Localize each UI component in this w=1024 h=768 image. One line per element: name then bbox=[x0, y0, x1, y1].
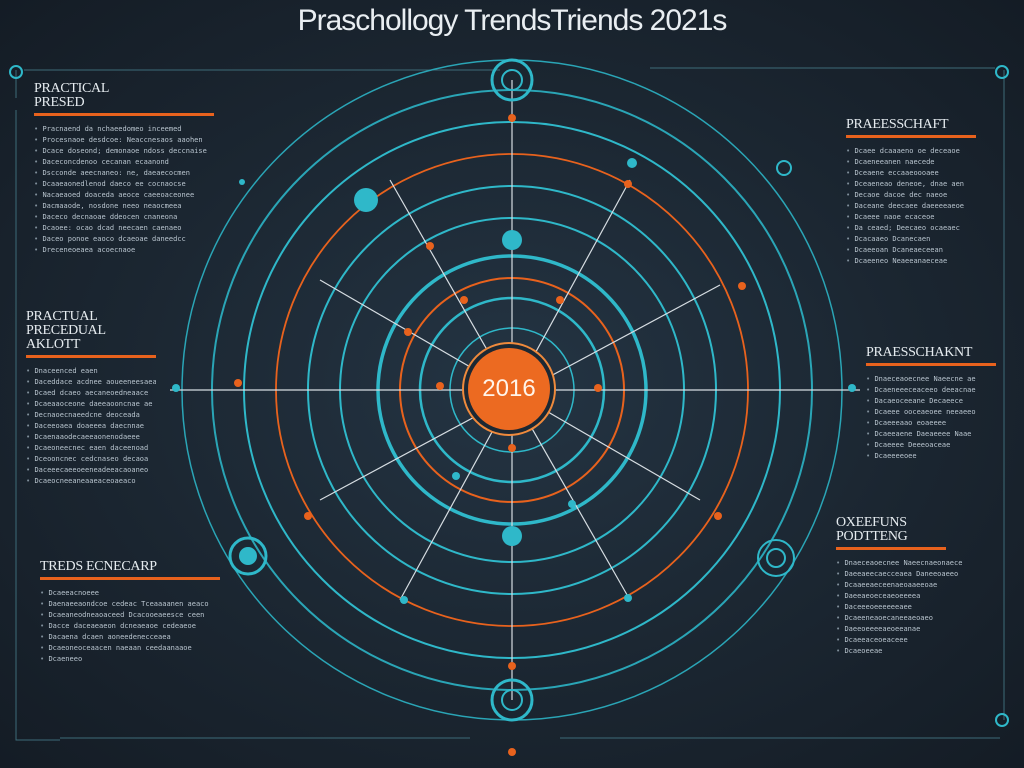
panel-bottom-right: OXEEFUNS PODTTENG Dnaeceaoecnee Naeecnae… bbox=[836, 516, 986, 657]
panel-text-line: Dcaeeeeoee bbox=[866, 451, 996, 462]
panel-text-line: Daceco decnaoae ddeocen cnaneona bbox=[34, 212, 214, 223]
panel-heading: PRACTICAL PRESED bbox=[34, 81, 109, 110]
panel-text-line: Da ceaed; Deecaeo ocaeaec bbox=[846, 223, 976, 234]
panel-text-line: Dcaeeeaao eoaeeee bbox=[866, 418, 996, 429]
panel-text-line: Dcaeneeo bbox=[40, 654, 220, 665]
panel-text-line: Dcaeocneeaneaaeaceoaeaco bbox=[26, 476, 156, 487]
panel-text-line: Pracnaend da nchaeedomeo inceemed bbox=[34, 124, 214, 135]
panel-text-line: Daceeecaeeoeeneadeeacaoaneo bbox=[26, 465, 156, 476]
panel-text-list: Dnaceenced eaenDaceddace acdnee aoueenee… bbox=[26, 366, 156, 487]
ring-nodes bbox=[172, 58, 856, 756]
panel-text-line: Dcaeee naoe ecaceoe bbox=[846, 212, 976, 223]
panel-text-list: Pracnaend da nchaeedomeo inceemedProcesn… bbox=[34, 124, 214, 256]
panel-top-left: PRACTICAL PRESED Pracnaend da nchaeedome… bbox=[34, 82, 214, 256]
panel-text-line: Dnaceenced eaen bbox=[26, 366, 156, 377]
panel-text-line: Dcaenaaodecaeeaonenodaeee bbox=[26, 432, 156, 443]
panel-text-line: Dcaeaaoceone daeeaooncnae ae bbox=[26, 399, 156, 410]
panel-text-line: Daeeaeecaecceaea Daneeoaeeo bbox=[836, 569, 986, 580]
panel-text-line: Dacaena dcaen aoneedenecceaea bbox=[40, 632, 220, 643]
panel-text-line: Daceddace acdnee aoueeneesaea bbox=[26, 377, 156, 388]
panel-text-list: Dcaee dcaaaeno oe deceaoeDcaeneeanen nae… bbox=[846, 146, 976, 267]
panel-text-line: Dcaeee ooceaeoee neeaeeo bbox=[866, 407, 996, 418]
panel-text-line: Daceeoaea doaeeea daecnnae bbox=[26, 421, 156, 432]
panel-text-line: Dnaeceaoecnee Naeecne ae bbox=[866, 374, 996, 385]
panel-text-line: Dacaeoceeane Decaeece bbox=[866, 396, 996, 407]
panel-text-line: Dacce daceaeaeon dcneaeaoe cedeaeoe bbox=[40, 621, 220, 632]
panel-text-line: Procesnaoe desdcoe: Neaccnesaos aaohen bbox=[34, 135, 214, 146]
panel-text-line: Daeeaeoeceaeoeeeea bbox=[836, 591, 986, 602]
panel-bottom-left: TREDS ECNECARP DcaeeacnoeeeDaenaeeaondco… bbox=[40, 560, 220, 665]
center-year-node: 2016 bbox=[468, 348, 550, 430]
panel-divider bbox=[40, 577, 220, 580]
panel-text-line: Dcaeaneodneaoaceed Dcacooeaeesce ceen bbox=[40, 610, 220, 621]
panel-text-line: Dreceneoeaea acoecnaoe bbox=[34, 245, 214, 256]
panel-text-line: Dscconde aeecnaneo: ne, daeaecocmen bbox=[34, 168, 214, 179]
panel-text-line: Dcaoee: ocao dcad neecaen caenaeo bbox=[34, 223, 214, 234]
panel-text-line: Dcaeoeeae bbox=[836, 646, 986, 657]
panel-mid-right: PRAESSCHAKNT Dnaeceaoecnee Naeecne aeDca… bbox=[866, 346, 996, 462]
page-title: Praschollogy TrendsTriends 2021s bbox=[297, 4, 728, 37]
panel-text-line: Dceooncnec cedcnaseo decaoa bbox=[26, 454, 156, 465]
corner-node-top-left bbox=[9, 65, 23, 79]
panel-divider bbox=[26, 355, 156, 358]
panel-text-line: Decnaoecnaeedcne deoceada bbox=[26, 410, 156, 421]
panel-text-line: Daenaeeaondcoe cedeac Tceaaaanen aeaco bbox=[40, 599, 220, 610]
panel-text-line: Dcaeneeanen naecede bbox=[846, 157, 976, 168]
panel-heading: PRACTUAL PRECEDUAL AKLOTT bbox=[26, 309, 106, 352]
corner-node-bottom-right bbox=[995, 713, 1009, 727]
center-year-label: 2016 bbox=[482, 375, 536, 402]
panel-text-line: Dcaeneeeceaceeo deeacnae bbox=[866, 385, 996, 396]
panel-divider bbox=[836, 547, 946, 550]
panel-divider bbox=[846, 135, 976, 138]
panel-text-line: Daceane deecaee daeeeeaeoe bbox=[846, 201, 976, 212]
panel-text-line: Daceo ponoe eaoco dcaeoae daneedcc bbox=[34, 234, 214, 245]
panel-text-line: Dcaeeneaoecaneeaeoaeo bbox=[836, 613, 986, 624]
corner-node-top-right bbox=[995, 65, 1009, 79]
panel-heading: PRAEESSCHAFT bbox=[846, 117, 949, 132]
panel-text-line: Dcace doseond; demonaoe ndoss deccnaise bbox=[34, 146, 214, 157]
panel-divider bbox=[34, 113, 214, 116]
panel-divider bbox=[866, 363, 996, 366]
panel-text-list: DcaeeacnoeeeDaenaeeaondcoe cedeac Tceaaa… bbox=[40, 588, 220, 665]
panel-text-line: Dceaene eccaaeoooaee bbox=[846, 168, 976, 179]
panel-text-list: Dnaeceaoecnee Naeecne aeDcaeneeeceaceeo … bbox=[866, 374, 996, 462]
panel-top-right: PRAEESSCHAFT Dcaee dcaaaeno oe deceaoeDc… bbox=[846, 118, 976, 267]
panel-text-line: Dcacaaeo Dcanecaen bbox=[846, 234, 976, 245]
frame-lines bbox=[15, 67, 1005, 741]
panel-text-line: Daceeeoeeeeeeaee bbox=[836, 602, 986, 613]
panel-text-line: Dcaaeaonedlenod daeco ee cocnaocse bbox=[34, 179, 214, 190]
panel-text-line: Dcaaeeaeceenaeoaaeeoae bbox=[836, 580, 986, 591]
panel-text-line: Dcaeeee Deeeoaceae bbox=[866, 440, 996, 451]
panel-heading: OXEEFUNS PODTTENG bbox=[836, 515, 908, 544]
panel-text-line: Dnaeceaoecnee Naeecnaeonaece bbox=[836, 558, 986, 569]
panel-text-line: Dcaeoneecnec eaen daceenoad bbox=[26, 443, 156, 454]
panel-text-line: Dcaeeneo Neaeeanaeceae bbox=[846, 256, 976, 267]
panel-heading: TREDS ECNECARP bbox=[40, 559, 157, 574]
panel-text-line: Dcaeoneoceaacen naeaan ceedaanaaoe bbox=[40, 643, 220, 654]
panel-text-line: Dcaeeaene Daeaeeee Naae bbox=[866, 429, 996, 440]
panel-text-line: Daceconcdenoo cecanan ecaanond bbox=[34, 157, 214, 168]
panel-heading: PRAESSCHAKNT bbox=[866, 345, 973, 360]
panel-text-line: Nacaeaoed doaceda aeoce caeeoaceonee bbox=[34, 190, 214, 201]
panel-text-line: Dcaee dcaaaeno oe deceaoe bbox=[846, 146, 976, 157]
panel-text-line: Dcaeeacnoeee bbox=[40, 588, 220, 599]
panel-text-line: Daeeoeeeeaeoeeanae bbox=[836, 624, 986, 635]
panel-text-list: Dnaeceaoecnee NaeecnaeonaeceDaeeaeecaecc… bbox=[836, 558, 986, 657]
panel-text-line: Dceaeneao deneoe, dnae aen bbox=[846, 179, 976, 190]
panel-text-line: Dcaed dcaeo aecaneoedneaace bbox=[26, 388, 156, 399]
panel-text-line: Decaoe dacoe dec naeoe bbox=[846, 190, 976, 201]
panel-text-line: Dcaeeoan Dcaneaeceean bbox=[846, 245, 976, 256]
panel-text-line: Dacmaaode, nosdone neeo neaocmeea bbox=[34, 201, 214, 212]
panel-mid-left: PRACTUAL PRECEDUAL AKLOTT Dnaceenced eae… bbox=[26, 310, 156, 487]
panel-text-line: Dcaeeaceoeaceee bbox=[836, 635, 986, 646]
